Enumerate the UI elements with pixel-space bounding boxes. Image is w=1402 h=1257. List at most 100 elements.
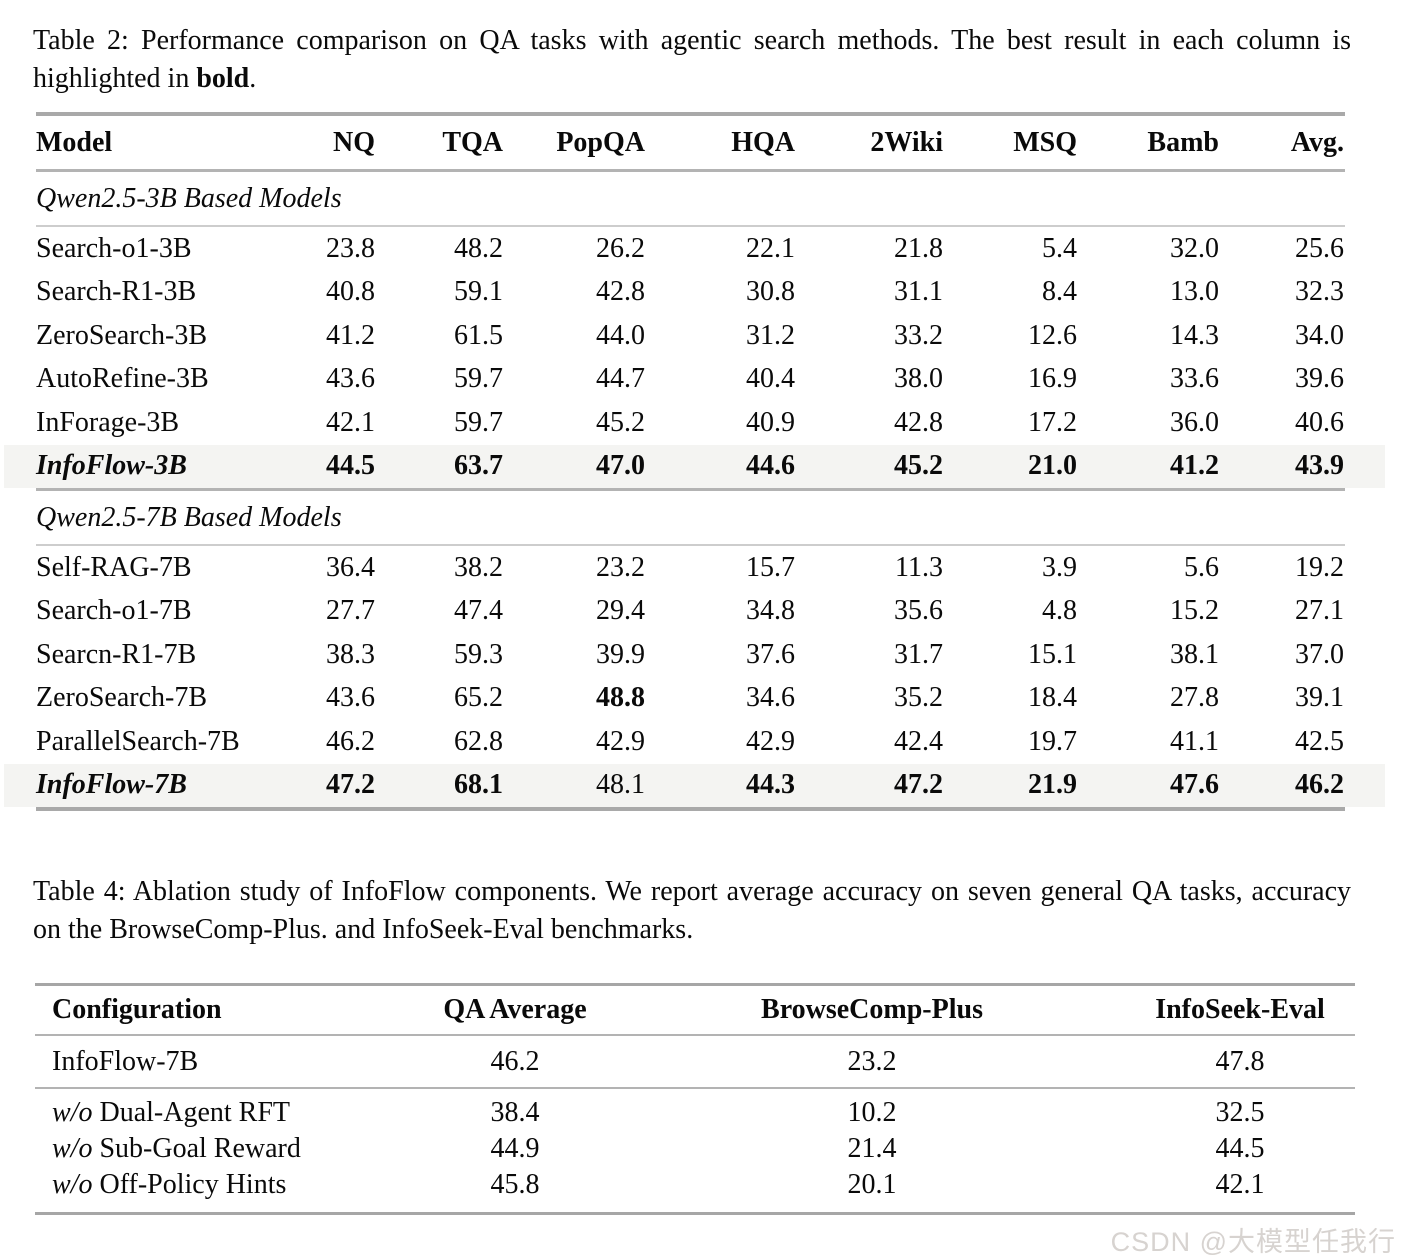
col-header-bamb: Bamb <box>1147 126 1219 158</box>
model-cell: ZeroSearch-7B <box>36 682 208 714</box>
table-row: ZeroSearch-3B 41.2 61.5 44.0 31.2 33.2 1… <box>36 314 1345 358</box>
value-cell: 34.6 <box>746 682 795 714</box>
section-divider-rule <box>36 488 1345 491</box>
value-cell: 39.1 <box>1295 682 1344 714</box>
value-cell: 31.7 <box>894 638 943 670</box>
table-row: InForage-3B 42.1 59.7 45.2 40.9 42.8 17.… <box>36 401 1345 445</box>
model-cell: Search-R1-3B <box>36 276 197 308</box>
col-header-2wiki: 2Wiki <box>870 126 943 158</box>
value-cell: 38.1 <box>1170 638 1219 670</box>
value-cell: 17.2 <box>1028 406 1077 438</box>
value-cell-best: 48.8 <box>596 682 645 714</box>
table2-caption-period: . <box>249 63 257 94</box>
value-cell: 38.4 <box>490 1097 540 1128</box>
value-cell: 47.6 <box>1170 769 1219 801</box>
col-header-infoseek-eval: InfoSeek-Eval <box>1155 994 1325 1025</box>
value-cell: 21.8 <box>894 232 943 264</box>
model-cell: AutoRefine-3B <box>36 363 209 395</box>
col-header-avg: Avg. <box>1290 126 1344 158</box>
table4: Configuration QA Average BrowseComp-Plus… <box>35 983 1355 1215</box>
model-cell: Search-o1-3B <box>36 232 192 264</box>
value-cell: 37.0 <box>1295 638 1344 670</box>
col-header-qa-average: QA Average <box>443 994 587 1025</box>
config-label: Off-Policy Hints <box>92 1169 287 1200</box>
value-cell: 46.2 <box>326 725 375 757</box>
value-cell: 59.1 <box>454 276 503 308</box>
value-cell: 45.2 <box>596 406 645 438</box>
value-cell: 44.5 <box>326 450 375 482</box>
table-row: AutoRefine-3B 43.6 59.7 44.7 40.4 38.0 1… <box>36 358 1345 402</box>
value-cell: 33.6 <box>1170 363 1219 395</box>
value-cell: 23.2 <box>847 1045 897 1077</box>
table2-header-row: Model NQ TQA PopQA HQA 2Wiki MSQ Bamb Av… <box>36 116 1345 169</box>
table2-caption-text: Table 2: Performance comparison on QA ta… <box>33 25 1351 94</box>
value-cell: 42.8 <box>894 406 943 438</box>
section-row-3b: Qwen2.5-3B Based Models <box>36 172 1345 225</box>
value-cell: 42.9 <box>596 725 645 757</box>
table2-header-rule <box>36 169 1345 172</box>
value-cell: 40.6 <box>1295 406 1344 438</box>
col-header-msq: MSQ <box>1013 126 1077 158</box>
table2-caption: Table 2: Performance comparison on QA ta… <box>33 0 1351 98</box>
model-cell: Self-RAG-7B <box>36 551 192 583</box>
col-header-model: Model <box>36 126 113 158</box>
config-cell: w/o Off-Policy Hints <box>35 1169 411 1201</box>
value-cell: 16.9 <box>1028 363 1077 395</box>
table-row-highlighted-infoflow-7b: InfoFlow-7B 47.2 68.1 48.1 44.3 47.2 21.… <box>36 763 1345 807</box>
value-cell: 47.2 <box>326 769 375 801</box>
table-row: Search-o1-3B 23.8 48.2 26.2 22.1 21.8 5.… <box>36 227 1345 271</box>
table-row: Search-o1-7B 27.7 47.4 29.4 34.8 35.6 4.… <box>36 590 1345 634</box>
value-cell: 43.9 <box>1295 450 1344 482</box>
value-cell: 30.8 <box>746 276 795 308</box>
value-cell: 44.3 <box>746 769 795 801</box>
col-header-popqa: PopQA <box>556 126 645 158</box>
value-cell: 42.8 <box>596 276 645 308</box>
value-cell: 15.2 <box>1170 595 1219 627</box>
table-row: Searcn-R1-7B 38.3 59.3 39.9 37.6 31.7 15… <box>36 633 1345 677</box>
wo-prefix: w/o <box>52 1133 93 1164</box>
table-row: w/o Off-Policy Hints 45.8 20.1 42.1 <box>35 1167 1355 1203</box>
value-cell: 32.0 <box>1170 232 1219 264</box>
value-cell: 42.4 <box>894 725 943 757</box>
value-cell: 34.0 <box>1295 319 1344 351</box>
value-cell: 59.3 <box>454 638 503 670</box>
col-header-nq: NQ <box>333 126 375 158</box>
table-row: Self-RAG-7B 36.4 38.2 23.2 15.7 11.3 3.9… <box>36 546 1345 590</box>
wo-prefix: w/o <box>52 1097 93 1128</box>
value-cell: 39.6 <box>1295 363 1344 395</box>
value-cell: 27.1 <box>1295 595 1344 627</box>
table-row: w/o Sub-Goal Reward 44.9 21.4 44.5 <box>35 1131 1355 1167</box>
value-cell: 35.2 <box>894 682 943 714</box>
table-row: InfoFlow-7B 46.2 23.2 47.8 <box>35 1036 1355 1087</box>
config-cell: w/o Dual-Agent RFT <box>35 1097 411 1129</box>
value-cell: 10.2 <box>847 1097 897 1128</box>
table4-caption: Table 4: Ablation study of InfoFlow comp… <box>33 876 1351 945</box>
ablation-rows-group: w/o Dual-Agent RFT 38.4 10.2 32.5 w/o Su… <box>35 1089 1355 1212</box>
model-cell: Searcn-R1-7B <box>36 638 197 670</box>
value-cell: 31.1 <box>894 276 943 308</box>
value-cell: 19.2 <box>1295 551 1344 583</box>
value-cell: 35.6 <box>894 595 943 627</box>
value-cell: 47.8 <box>1215 1045 1265 1077</box>
value-cell: 15.7 <box>746 551 795 583</box>
value-cell: 40.8 <box>326 276 375 308</box>
value-cell: 3.9 <box>1042 551 1077 583</box>
value-cell: 61.5 <box>454 319 503 351</box>
value-cell: 42.9 <box>746 725 795 757</box>
value-cell: 34.8 <box>746 595 795 627</box>
value-cell: 21.4 <box>847 1133 897 1164</box>
config-label: Sub-Goal Reward <box>92 1133 301 1164</box>
section-rule-3b <box>36 225 1345 227</box>
value-cell: 14.3 <box>1170 319 1219 351</box>
value-cell: 47.0 <box>596 450 645 482</box>
csdn-watermark: CSDN @大模型任我行 <box>1110 1227 1396 1257</box>
table-row: Search-R1-3B 40.8 59.1 42.8 30.8 31.1 8.… <box>36 271 1345 315</box>
value-cell: 42.5 <box>1295 725 1344 757</box>
table4-mid-rule <box>35 1087 1355 1089</box>
value-cell: 59.7 <box>454 406 503 438</box>
value-cell: 44.0 <box>596 319 645 351</box>
value-cell: 26.2 <box>596 232 645 264</box>
value-cell: 20.1 <box>847 1169 897 1200</box>
col-header-browsecomp-plus: BrowseComp-Plus <box>761 994 983 1025</box>
value-cell: 23.8 <box>326 232 375 264</box>
